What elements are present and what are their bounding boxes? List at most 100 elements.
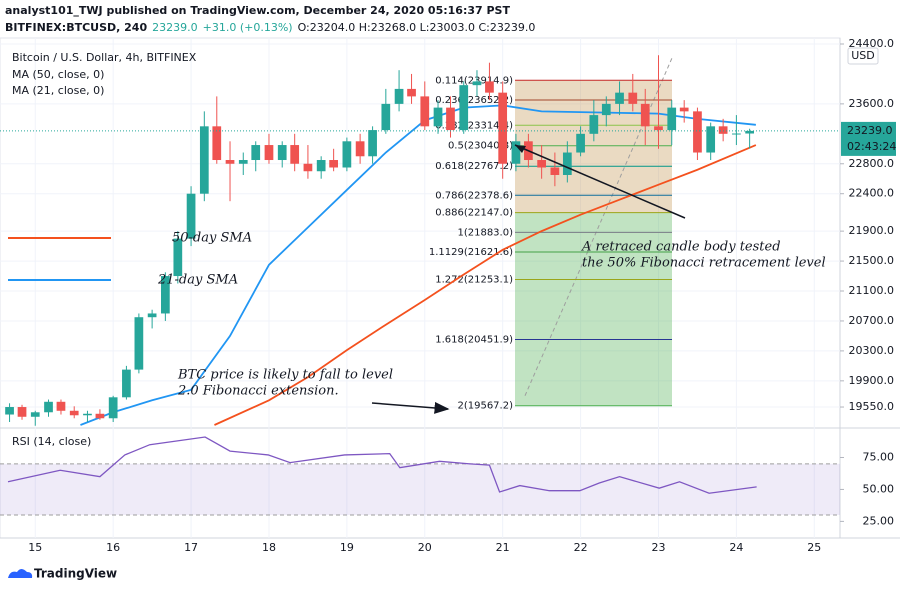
candle-body (667, 107, 677, 131)
arrow (514, 144, 686, 219)
x-tick-label: 22 (574, 541, 588, 554)
candle-body (562, 152, 572, 175)
countdown: 02:43:24 (847, 140, 896, 153)
y-tick-label: 21900.0 (849, 224, 895, 237)
fib-label: 2(19567.2) (457, 401, 513, 412)
last-price-label: 23239.0 (847, 124, 893, 137)
candle-body (108, 397, 118, 419)
candle-body (83, 413, 92, 416)
candle-body (264, 145, 274, 161)
fib-label: 0.236(23652.2) (435, 95, 513, 106)
ma-line (214, 144, 757, 426)
arrow-head (515, 145, 526, 153)
candle-body (17, 407, 27, 417)
candle-body (368, 130, 377, 157)
fib-label: 1.272(21253.1) (435, 275, 513, 286)
x-tick-label: 16 (106, 541, 120, 554)
candle-body (679, 107, 689, 112)
y-tick-label: 22800.0 (849, 157, 895, 170)
candle-body (433, 107, 443, 127)
x-tick-label: 21 (496, 541, 510, 554)
fib-label: 0.114(23914.9) (435, 75, 513, 86)
candle-body (640, 103, 650, 127)
annotation: A retraced candle body tested (581, 240, 781, 255)
brand: TradingView (34, 567, 117, 581)
author-line: analyst101_TWJ published on TradingView.… (5, 2, 540, 19)
y-tick-label: 22400.0 (849, 187, 895, 200)
candle-body (355, 141, 365, 157)
header: analyst101_TWJ published on TradingView.… (5, 2, 540, 36)
candle-body (537, 160, 546, 168)
candle-body (589, 115, 599, 134)
rsi-title: RSI (14, close) (12, 435, 91, 448)
grid (0, 38, 840, 538)
candle-body (342, 141, 352, 168)
currency-box (847, 47, 879, 65)
candle-body (732, 133, 741, 135)
fib-label: 0.786(22378.6) (435, 190, 513, 201)
candle-body (251, 145, 261, 161)
candle-body (134, 317, 144, 370)
y-tick-label: 19900.0 (849, 374, 895, 387)
candle-body (56, 401, 66, 411)
annotation: BTC price is likely to fall to level (177, 368, 393, 383)
candle-body (277, 145, 287, 161)
y-tick-label: 24400.0 (849, 37, 895, 50)
y-tick-label: 20700.0 (849, 314, 895, 327)
candle-body (147, 313, 157, 318)
legend-entry: MA (21, close, 0) (12, 84, 104, 97)
fib-label: 0.382(23314.4) (435, 120, 513, 131)
rsi-tick-label: 50.00 (863, 482, 895, 495)
axes: 24400.0 23600.0 22800.0 22400.0 21900.0 21500… (28, 37, 896, 554)
y-tick-label: 23600.0 (849, 97, 895, 110)
candle-body (186, 193, 196, 239)
fib-trend (524, 57, 673, 396)
candle-body (601, 103, 611, 116)
candle-body (615, 92, 624, 104)
arrow (371, 401, 450, 414)
candle-body (69, 410, 79, 416)
author: analyst101_TWJ published on TradingView.… (5, 4, 510, 17)
candle-body (485, 81, 494, 93)
x-tick-label: 17 (184, 541, 198, 554)
candle-body (238, 160, 248, 164)
candle-body (576, 133, 585, 153)
last-price-box (841, 121, 896, 156)
candle-body (472, 81, 482, 86)
fib-label: 0.5(23040.8) (448, 141, 513, 152)
fibonacci: 0.114(23914.9) 0.236(23652.2) 0.382(23314.… (429, 57, 673, 412)
candle-body (550, 167, 560, 175)
annotation: 50-day SMA (172, 231, 252, 246)
ma-line (80, 104, 756, 426)
x-tick-label: 19 (340, 541, 354, 554)
candle-body (420, 96, 430, 127)
candle-body (95, 413, 105, 419)
candle-body (290, 145, 300, 164)
legend-entry: MA (50, close, 0) (12, 68, 104, 81)
x-tick-label: 18 (262, 541, 276, 554)
candle-body (329, 160, 338, 168)
x-tick-label: 15 (28, 541, 42, 554)
y-tick-label: 19550.0 (849, 400, 895, 413)
rsi-tick-label: 25.00 (863, 514, 895, 527)
last: 23239.0 (152, 21, 198, 34)
candle-body (173, 238, 183, 277)
candle-body (199, 126, 209, 194)
annotation: 21-day SMA (157, 273, 238, 288)
ohlc: O:23204.0 H:23268.0 L:23003.0 C:23239.0 (297, 21, 536, 34)
candle-body (316, 160, 326, 172)
change: +31.0 (+0.13%) (202, 21, 293, 34)
symbol-text: BITFINEX:BTCUSD, 240 (5, 21, 148, 34)
quote-line: BITFINEX:BTCUSD, 240 23239.0 +31.0 (+0.13%… (5, 19, 540, 36)
candle-body (706, 126, 716, 153)
candle-body (225, 160, 235, 164)
candle-body (212, 126, 222, 161)
candle-body (5, 407, 14, 415)
candle-body (446, 107, 455, 131)
candle-body (511, 141, 521, 164)
brand-logo (8, 569, 33, 578)
candle-body (122, 369, 131, 398)
y-tick-label: 21100.0 (849, 284, 895, 297)
